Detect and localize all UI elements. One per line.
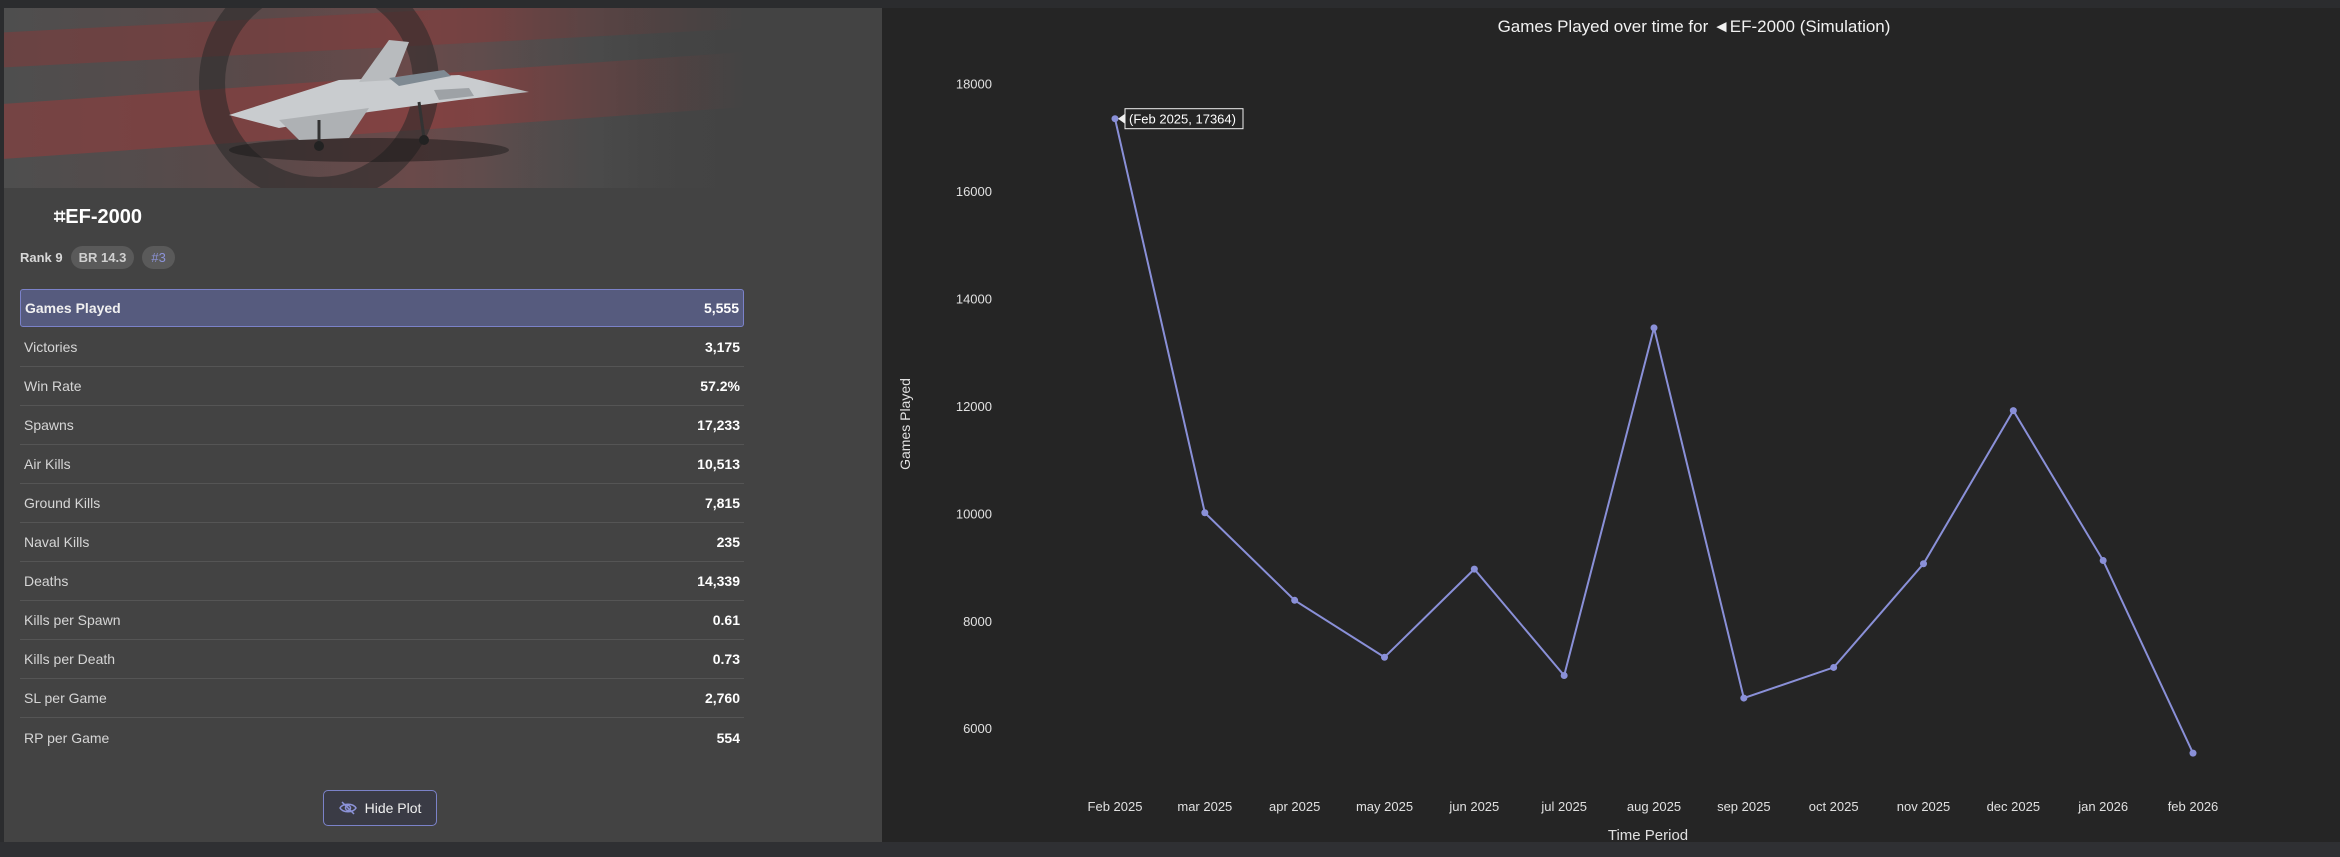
stat-row-kills-per-death[interactable]: Kills per Death 0.73 [20,640,744,679]
data-point[interactable] [1291,596,1299,604]
x-tick-label: may 2025 [1356,799,1413,814]
y-tick-label: 6000 [963,721,992,736]
stat-label: SL per Game [24,690,107,706]
stat-label: Ground Kills [24,495,101,511]
vehicle-name: ⌗EF-2000 [54,206,142,228]
stat-label: Deaths [24,573,69,589]
y-tick-label: 16000 [956,184,992,199]
stat-row-games-played[interactable]: Games Played 5,555 [20,289,744,327]
data-point[interactable] [1650,324,1658,332]
x-tick-label: dec 2025 [1987,799,2041,814]
data-point[interactable] [1381,653,1388,661]
stat-label: Win Rate [24,378,82,394]
data-point[interactable] [1830,663,1838,671]
x-axis-label: Time Period [1608,827,1688,842]
y-axis-label: Games Played [897,378,913,470]
x-tick-label: jul 2025 [1540,799,1587,814]
y-tick-label: 8000 [963,614,992,629]
tooltip-text: (Feb 2025, 17364) [1129,112,1236,127]
data-point[interactable] [2099,557,2107,565]
data-points [1111,115,2197,757]
data-point[interactable] [1111,115,1119,123]
stat-label: Games Played [25,300,121,316]
br-badge: BR 14.3 [70,246,135,269]
stats-table: Games Played 5,555 Victories 3,175 Win R… [20,289,744,757]
x-tick-label: oct 2025 [1809,799,1859,814]
x-tick-label: Feb 2025 [1088,799,1143,814]
stat-row-sl-per-game[interactable]: SL per Game 2,760 [20,679,744,718]
data-point-tooltip: (Feb 2025, 17364) [1118,108,1244,130]
stat-label: Victories [24,339,78,355]
x-tick-label: jun 2025 [1448,799,1499,814]
stat-label: Kills per Spawn [24,612,121,628]
data-point[interactable] [1920,560,1927,568]
data-point[interactable] [2009,407,2017,415]
stat-label: Naval Kills [24,534,90,550]
stat-label: Kills per Death [24,651,116,667]
rank-position-badge: #3 [142,246,175,269]
x-tick-label: nov 2025 [1897,799,1951,814]
vehicle-stats-panel: ⌗EF-2000 Rank 9 BR 14.3 #3 Games Played … [4,8,882,842]
data-point[interactable] [1470,565,1478,573]
stat-value: 7,815 [704,495,740,511]
tooltip-pointer [1118,113,1125,124]
vehicle-tags: Rank 9 BR 14.3 #3 [20,246,175,269]
stat-value: 235 [716,534,740,550]
stat-row-win-rate[interactable]: Win Rate 57.2% [20,367,744,406]
stat-value: 554 [716,729,740,746]
data-point[interactable] [1560,672,1568,680]
games-played-line-chart: Games Played over time for ◄EF-2000 (Sim… [897,17,2219,842]
y-tick-label: 18000 [956,77,992,92]
jet-aircraft-image [229,40,529,162]
rank-label: Rank 9 [20,250,63,265]
stat-label: Air Kills [24,456,71,472]
chart-title: Games Played over time for ◄EF-2000 (Sim… [1498,17,1891,36]
stat-row-naval-kills[interactable]: Naval Kills 235 [20,523,744,562]
stat-label: RP per Game [24,729,110,746]
stat-value: 17,233 [697,417,740,433]
data-point[interactable] [1740,694,1748,702]
stat-label: Spawns [24,417,74,433]
vehicle-hero-image [4,8,744,188]
hide-plot-button[interactable]: Hide Plot [323,790,437,826]
y-tick-label: 14000 [956,291,992,306]
x-axis-ticks: Feb 2025 mar 2025 apr 2025 may 2025 jun 2025… [1088,799,2219,814]
stat-value: 0.73 [712,651,740,667]
stat-value: 5,555 [703,300,739,316]
stat-value: 3,175 [704,339,740,355]
x-tick-label: apr 2025 [1269,799,1320,814]
stat-row-victories[interactable]: Victories 3,175 [20,328,744,367]
x-tick-label: mar 2025 [1177,799,1232,814]
eye-slash-icon [338,801,357,815]
hide-plot-label: Hide Plot [364,800,422,816]
stat-value: 2,760 [704,690,740,706]
stat-value: 14,339 [697,573,740,589]
x-tick-label: aug 2025 [1627,799,1681,814]
stat-row-deaths[interactable]: Deaths 14,339 [20,562,744,601]
stat-row-spawns[interactable]: Spawns 17,233 [20,406,744,445]
y-axis-ticks: 6000 8000 10000 12000 14000 16000 18000 [956,77,992,737]
data-point[interactable] [1201,509,1209,517]
x-tick-label: feb 2026 [2168,799,2219,814]
games-played-series-line [1114,118,2194,754]
chart-panel: Games Played over time for ◄EF-2000 (Sim… [882,8,2340,842]
data-point[interactable] [2189,749,2197,757]
y-tick-label: 10000 [956,506,992,521]
stat-value: 10,513 [697,456,740,472]
x-tick-label: jan 2026 [2077,799,2128,814]
bottom-strip [0,842,2340,857]
x-tick-label: sep 2025 [1717,799,1771,814]
stat-row-rp-per-game[interactable]: RP per Game 554 [20,718,744,757]
y-tick-label: 12000 [956,399,992,414]
stat-row-air-kills[interactable]: Air Kills 10,513 [20,445,744,484]
stat-value: 0.61 [712,612,740,628]
stat-row-ground-kills[interactable]: Ground Kills 7,815 [20,484,744,523]
stat-value: 57.2% [700,378,740,394]
stat-row-kills-per-spawn[interactable]: Kills per Spawn 0.61 [20,601,744,640]
